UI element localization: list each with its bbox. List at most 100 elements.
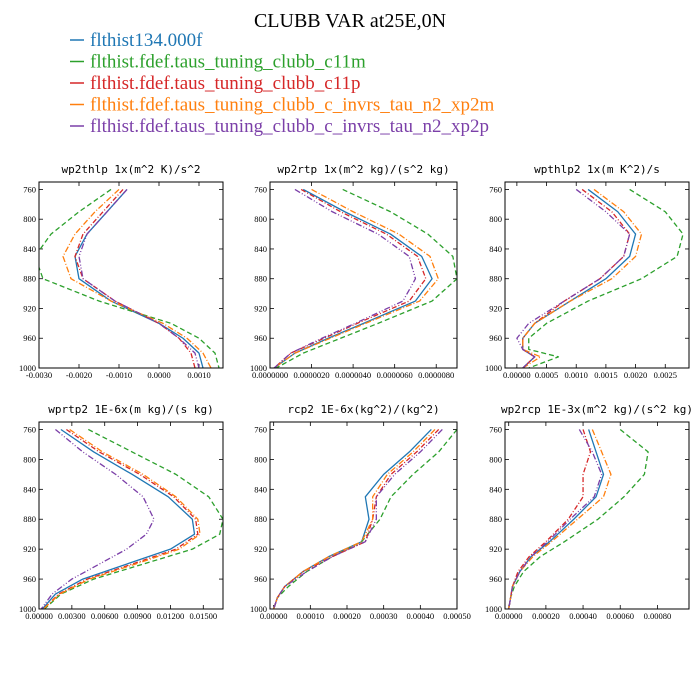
series-line — [40, 428, 155, 609]
series-line — [39, 188, 220, 368]
x-tick-label: -0.0010 — [106, 370, 132, 380]
panel-title: rcp2 1E-6x(kg^2)/(kg^2) — [287, 403, 439, 416]
legend-label: flthist.fdef.taus_tuning_clubb_c11p — [90, 73, 361, 94]
series-line — [74, 189, 196, 368]
y-tick-label: 880 — [489, 274, 502, 284]
y-tick-label: 920 — [489, 303, 502, 313]
y-tick-label: 1000 — [250, 604, 267, 614]
x-tick-label: 0.00000 — [495, 611, 523, 621]
series-line — [508, 429, 612, 609]
legend-label: flthist.fdef.taus_tuning_clubb_c_invrs_t… — [90, 116, 489, 137]
x-tick-label: -0.0020 — [66, 370, 92, 380]
y-tick-label: 800 — [23, 454, 36, 464]
legend-label: flthist134.000f — [90, 30, 203, 51]
x-tick-label: 0.00000 — [503, 370, 531, 380]
plot-frame — [38, 421, 224, 610]
x-tick-label: 0.00060 — [606, 611, 634, 621]
series-line — [74, 189, 204, 368]
chart-panels: wp2thlp 1x(m^2 K)/s^2 760 800 840 880 920 960 1… — [19, 163, 693, 621]
y-tick-label: 760 — [23, 184, 36, 194]
y-tick-label: 840 — [254, 244, 267, 254]
series-line — [273, 429, 440, 609]
y-tick-label: 840 — [489, 484, 502, 494]
y-tick-label: 880 — [254, 274, 267, 284]
series-line — [522, 188, 637, 368]
series-line — [275, 188, 457, 368]
y-tick-label: 960 — [489, 574, 502, 584]
y-tick-label: 920 — [489, 544, 502, 554]
y-tick-label: 960 — [254, 333, 267, 343]
y-tick-label: 760 — [489, 424, 502, 434]
series-line — [78, 189, 200, 368]
x-tick-label: 0.0000080 — [418, 370, 454, 380]
series-line — [508, 429, 603, 609]
x-tick-label: 0.0000 — [147, 370, 170, 380]
x-tick-label: 0.00000 — [25, 611, 53, 621]
y-tick-label: 1000 — [19, 604, 36, 614]
y-tick-label: 840 — [254, 484, 267, 494]
legend-label: flthist.fdef.taus_tuning_clubb_c11m — [90, 52, 366, 73]
panel-title: wpthlp2 1x(m K^2)/s — [534, 163, 660, 176]
series-line — [508, 429, 605, 609]
x-tick-label: -0.0030 — [26, 370, 52, 380]
series-line — [273, 188, 427, 368]
series-line — [273, 429, 443, 609]
figure-title: CLUBB VAR at25E,0N — [254, 10, 446, 32]
x-tick-label: 0.00020 — [532, 611, 560, 621]
series-line — [522, 188, 643, 368]
y-tick-label: 960 — [23, 574, 36, 584]
series-line — [41, 428, 196, 609]
y-tick-label: 800 — [489, 214, 502, 224]
panel-title: wp2thlp 1x(m^2 K)/s^2 — [61, 163, 200, 176]
x-tick-label: 0.0000040 — [335, 370, 371, 380]
panel-title: wprtp2 1E-6x(m kg)/(s kg) — [48, 403, 214, 416]
x-tick-label: 0.0015 — [594, 370, 617, 380]
y-tick-label: 1000 — [485, 604, 502, 614]
x-tick-label: 0.0020 — [624, 370, 647, 380]
y-tick-label: 880 — [23, 274, 36, 284]
y-tick-label: 960 — [489, 333, 502, 343]
series-line — [508, 429, 592, 609]
y-tick-label: 880 — [254, 514, 267, 524]
plot-frame — [269, 181, 458, 369]
legend: flthist134.000fflthist.fdef.taus_tuning_… — [70, 30, 494, 137]
y-tick-label: 800 — [254, 454, 267, 464]
x-tick-label: 0.00300 — [58, 611, 86, 621]
chart-panel: wp2thlp 1x(m^2 K)/s^2 760 800 840 880 920 960 1… — [19, 163, 224, 380]
x-tick-label: 0.00050 — [443, 611, 471, 621]
plot-frame — [269, 421, 458, 610]
y-tick-label: 960 — [254, 574, 267, 584]
x-tick-label: 0.0010 — [187, 370, 210, 380]
x-tick-label: 0.00900 — [124, 611, 152, 621]
panel-title: wp2rcp 1E-3x(m^2 kg)/(s^2 kg) — [501, 403, 693, 416]
series-line — [273, 429, 457, 609]
plot-frame — [38, 181, 224, 369]
y-tick-label: 800 — [254, 214, 267, 224]
y-tick-label: 840 — [23, 484, 36, 494]
x-tick-label: 0.00040 — [407, 611, 435, 621]
y-tick-label: 920 — [23, 303, 36, 313]
y-tick-label: 840 — [489, 244, 502, 254]
y-tick-label: 760 — [23, 424, 36, 434]
series-line — [273, 188, 433, 368]
y-tick-label: 1000 — [485, 363, 502, 373]
y-tick-label: 880 — [489, 514, 502, 524]
series-line — [522, 188, 631, 368]
y-tick-label: 840 — [23, 244, 36, 254]
series-line — [528, 188, 684, 368]
chart-panel: wp2rtp 1x(m^2 kg)/(s^2 kg) 760 800 840 880 92… — [250, 163, 458, 380]
series-line — [44, 428, 223, 609]
chart-panel: wprtp2 1E-6x(m kg)/(s kg) 760 800 840 880 920… — [19, 403, 224, 621]
series-line — [273, 188, 417, 368]
x-tick-label: 0.0010 — [565, 370, 588, 380]
x-tick-label: 0.0025 — [654, 370, 677, 380]
y-tick-label: 920 — [254, 303, 267, 313]
y-tick-label: 1000 — [19, 363, 36, 373]
x-tick-label: 0.00010 — [297, 611, 325, 621]
y-tick-label: 920 — [23, 544, 36, 554]
x-tick-label: 0.00080 — [644, 611, 672, 621]
x-tick-label: 0.01200 — [157, 611, 185, 621]
y-tick-label: 960 — [23, 333, 36, 343]
x-tick-label: 0.00040 — [569, 611, 597, 621]
x-tick-label: 0.0000060 — [377, 370, 413, 380]
